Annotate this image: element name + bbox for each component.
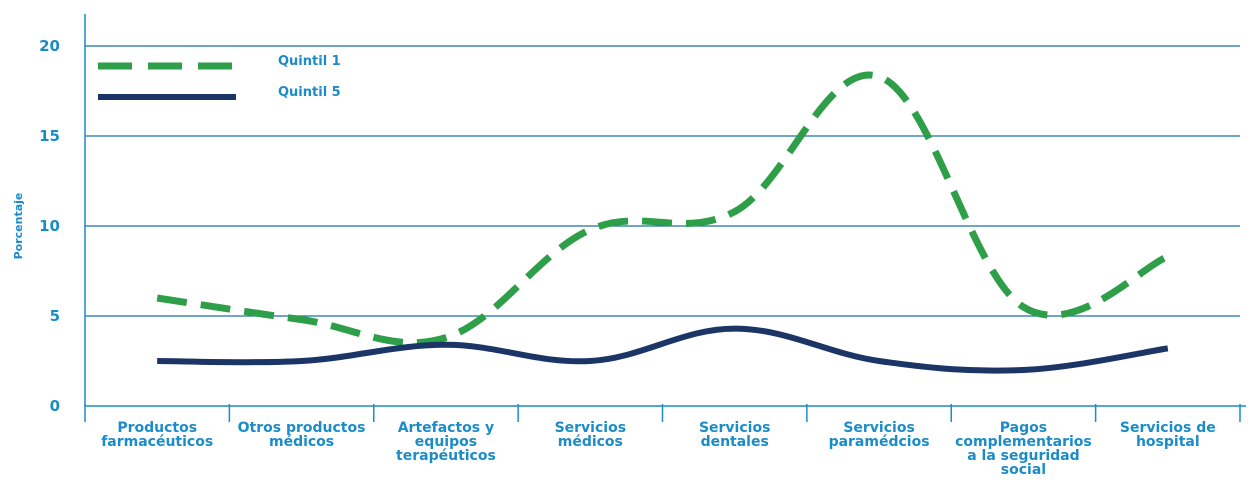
series-lines xyxy=(156,71,1170,374)
legend: Quintil 1 Quintil 5 xyxy=(98,54,341,100)
y-tick-label: 0 xyxy=(50,397,60,415)
x-category-label: Servicios médicos xyxy=(555,420,626,450)
legend-label: Quintil 1 xyxy=(278,54,341,69)
x-category-label: Productos farmacéuticos xyxy=(101,420,213,450)
y-axis-label: Porcentaje xyxy=(12,193,25,260)
series-line-quintil-1 xyxy=(156,71,1170,347)
y-tick-label: 5 xyxy=(50,307,60,325)
axes xyxy=(84,14,1246,422)
x-category-label: Servicios dentales xyxy=(699,420,770,450)
x-category-labels: Productos farmacéuticos Otros productos méd… xyxy=(101,420,1216,478)
y-tick-label: 15 xyxy=(39,127,60,145)
x-category-label: Servicios de hospital xyxy=(1120,420,1216,450)
legend-label: Quintil 5 xyxy=(278,85,341,100)
x-category-label: Artefactos y equipos terapéuticos xyxy=(396,420,496,464)
gridlines xyxy=(85,45,1240,317)
y-tick-labels: 0 5 10 15 20 xyxy=(39,37,60,415)
y-tick-label: 20 xyxy=(39,37,60,55)
y-tick-label: 10 xyxy=(39,217,60,235)
x-category-label: Otros productos médicos xyxy=(238,420,366,450)
x-category-label: Servicios paramédcios xyxy=(829,420,930,450)
series-line-quintil-5 xyxy=(157,325,1169,374)
x-category-label: Pagos complementarios a la seguridad social xyxy=(955,420,1092,478)
